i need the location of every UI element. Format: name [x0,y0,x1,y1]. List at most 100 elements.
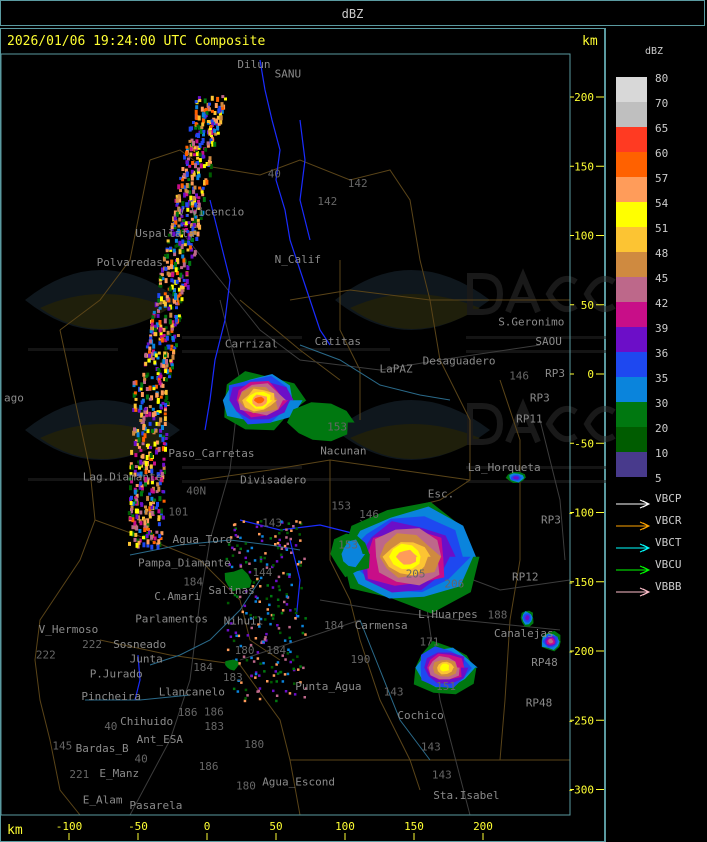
echo-pixel [128,541,131,546]
echo-pixel [182,219,186,223]
echo-pixel [271,586,275,589]
place-label: E_Alam [83,793,123,806]
place-label: RP11 [516,413,543,426]
echo-pixel [138,386,141,392]
legend-swatch [616,402,647,427]
echo-pixel [136,538,140,542]
echo-pixel [252,581,256,584]
legend-label: 65 [655,122,669,135]
echo-pixel [146,479,150,485]
echo-pixel [211,109,214,113]
echo-pixel [232,687,236,691]
echo-pixel [177,228,181,234]
echo-pixel [136,472,140,477]
legend-swatch [616,102,647,127]
echo-pixel [230,622,233,625]
echo-pixel [143,376,147,381]
x-tick-label: 150 [404,820,424,833]
echo-pixel [245,561,248,564]
echo-pixel [166,330,170,335]
echo-pixel [153,360,157,365]
echo-pixel [133,472,137,477]
echo-pixel [255,525,259,529]
echo-pixel [150,510,154,516]
place-label: Bardas_B [76,742,129,755]
echo-pixel [179,285,183,290]
echo-pixel [244,556,247,560]
echo-pixel [250,674,253,678]
y-tick-label: -50 [574,437,594,450]
echo-pixel [286,531,289,535]
x-tick-label: 50 [269,820,282,833]
echo-pixel [198,186,202,190]
echo-pixel [152,415,156,421]
echo-pixel [254,672,258,676]
echo-pixel [210,141,214,145]
echo-pixel [172,231,176,237]
echo-pixel [208,102,211,106]
echo-pixel [186,248,190,252]
route-label: 151 [436,680,456,693]
echo-pixel [216,125,220,131]
echo-pixel [154,476,158,480]
echo-pixel [164,389,168,395]
route-label: 180 [244,738,264,751]
echo-pixel [182,262,186,268]
place-label: Parlamentos [135,613,208,626]
echo-pixel [162,359,166,365]
echo-pixel [249,617,253,620]
echo-pixel [140,392,144,397]
echo-pixel [286,672,290,676]
echo-pixel [287,648,290,651]
place-label: Esc. [428,487,455,500]
legend-label: 42 [655,297,669,310]
echo-pixel [181,254,185,259]
echo-pixel [190,169,194,174]
echo-pixel [193,212,197,218]
echo-pixel [173,226,177,230]
echo-pixel [189,195,193,201]
echo-pixel [201,186,205,190]
echo-pixel [204,147,208,152]
echo-pixel [135,514,139,520]
echo-pixel [256,657,260,660]
legend-label: 80 [655,72,669,85]
echo-pixel [175,314,178,319]
echo-pixel [145,465,149,471]
echo-pixel [156,412,160,415]
map-frame [0,53,571,816]
echo-pixel [272,564,275,567]
echo-pixel [185,192,189,197]
echo-pixel [159,284,163,288]
echo-pixel [159,476,163,482]
echo-pixel [164,278,168,284]
place-label: V.Vicencio [178,206,244,219]
storm-cell [225,659,239,671]
radar-name: VBBB [655,580,682,593]
echo-pixel [157,486,161,492]
echo-pixel [157,298,161,303]
legend-swatch [616,352,647,377]
echo-pixel [174,244,178,248]
route-label: 142 [348,177,368,190]
echo-pixel [193,199,196,205]
echo-pixel [189,147,193,152]
echo-pixel [156,410,160,414]
echo-pixel [237,679,240,682]
echo-pixel [279,631,282,635]
echo-pixel [195,237,199,241]
echo-pixel [256,521,260,524]
x-tick-label: 0 [204,820,211,833]
echo-pixel [131,531,135,537]
place-label: Agua_Toro [173,533,233,546]
echo-pixel [265,632,268,636]
echo-pixel [162,256,166,262]
echo-pixel [148,346,152,351]
echo-pixel [250,546,254,550]
echo-pixel [164,314,168,320]
place-label: S.Geronimo [498,316,564,329]
radar-name: VBCT [655,536,682,549]
echo-pixel [229,635,233,638]
watermark-text-strip [182,466,302,469]
